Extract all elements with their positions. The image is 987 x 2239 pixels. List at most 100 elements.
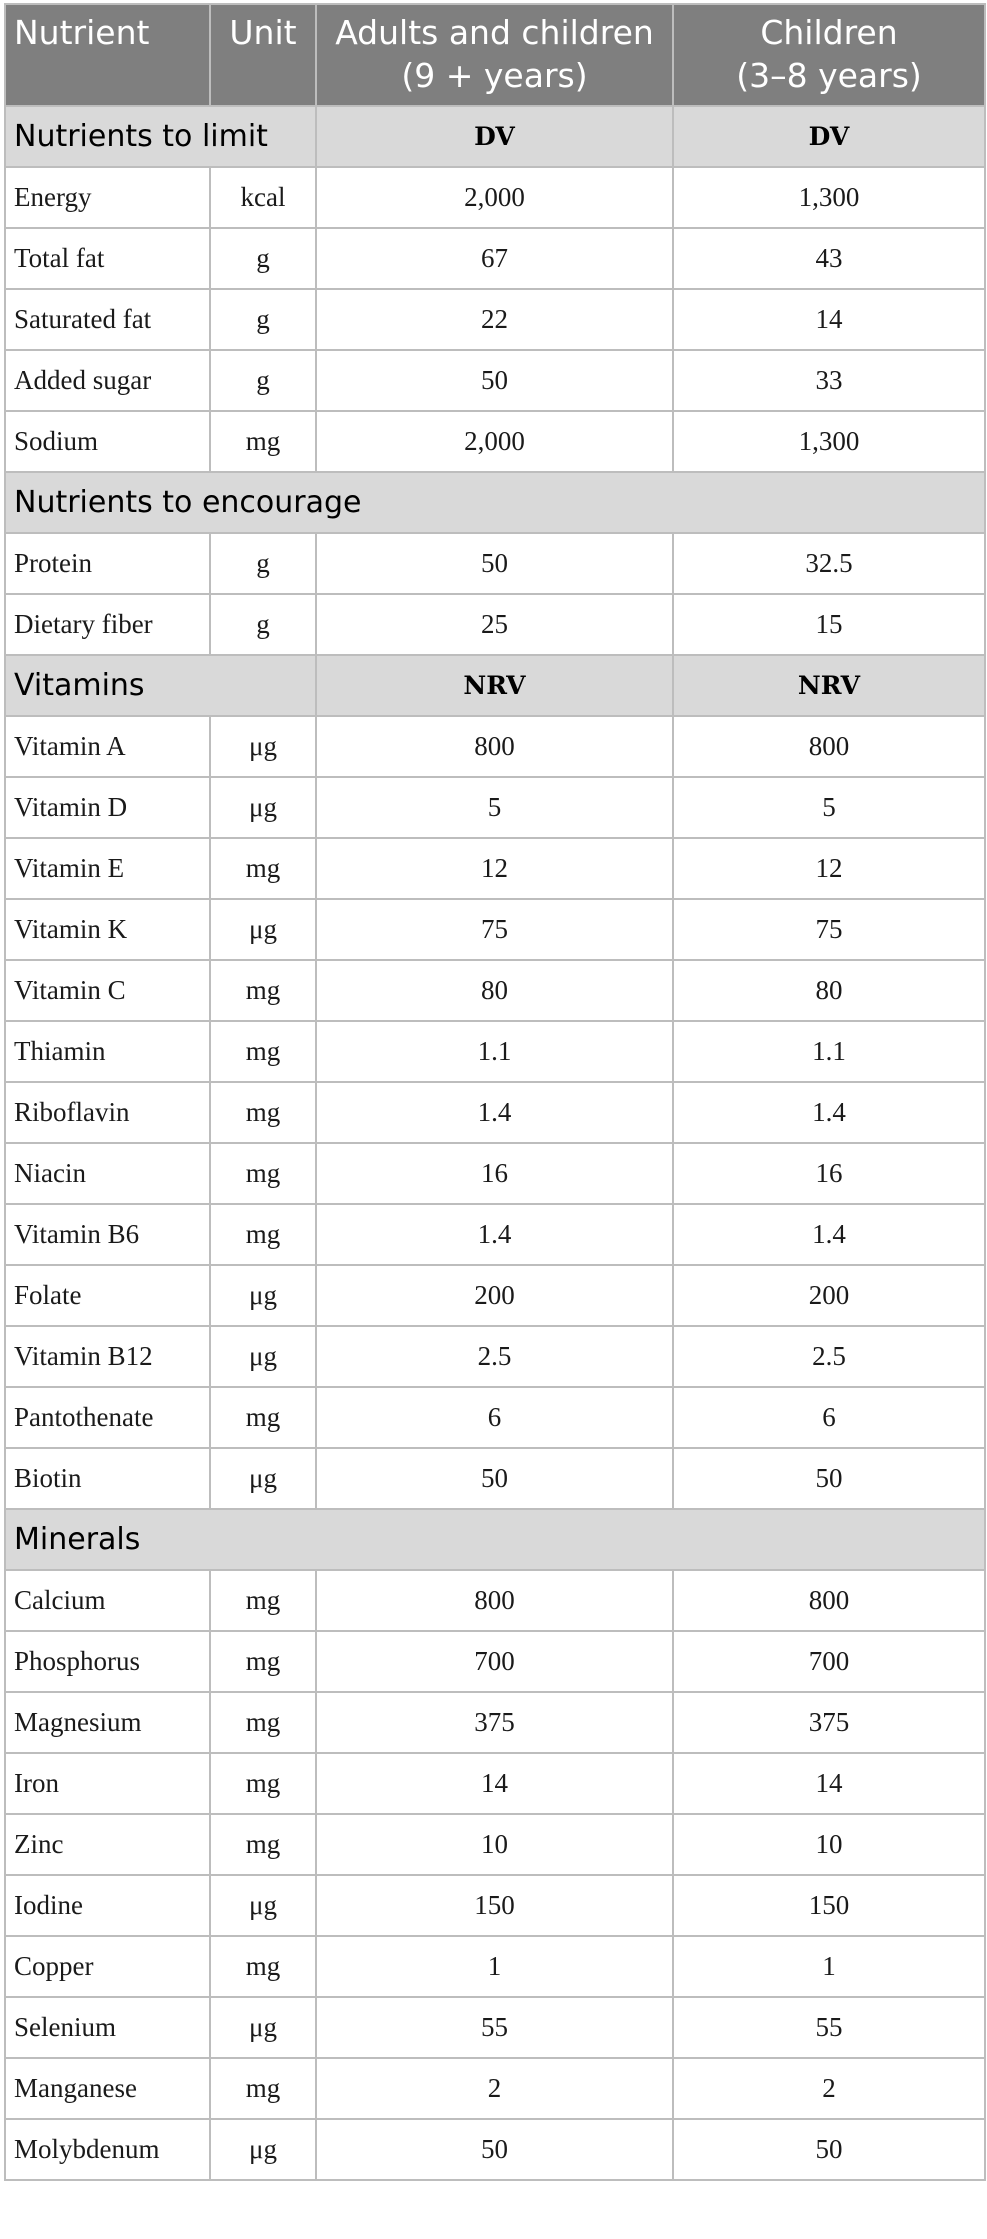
children-value-cell: 15 xyxy=(672,593,986,656)
nutrient-name-cell: Vitamin C xyxy=(4,959,211,1022)
unit-cell: mg xyxy=(209,1569,317,1632)
table-row: Biotin μg 50 50 xyxy=(4,1447,986,1510)
adults-value-cell: 2,000 xyxy=(315,410,674,473)
section-title: Nutrients to encourage xyxy=(4,471,986,534)
children-value-cell: 50 xyxy=(672,2118,986,2181)
header-adults-line1: Adults and children xyxy=(335,13,654,52)
table-row: Iodine μg 150 150 xyxy=(4,1874,986,1937)
unit-cell: mg xyxy=(209,1691,317,1754)
nutrient-name-cell: Iron xyxy=(4,1752,211,1815)
children-value-cell: 2.5 xyxy=(672,1325,986,1388)
unit-cell: kcal xyxy=(209,166,317,229)
unit-cell: mg xyxy=(209,1935,317,1998)
adults-value-cell: 55 xyxy=(315,1996,674,2059)
adults-value-cell: 80 xyxy=(315,959,674,1022)
nutrient-name-cell: Total fat xyxy=(4,227,211,290)
adults-value-cell: 1.4 xyxy=(315,1081,674,1144)
nutrient-name-cell: Magnesium xyxy=(4,1691,211,1754)
unit-cell: mg xyxy=(209,1081,317,1144)
adults-value-cell: 14 xyxy=(315,1752,674,1815)
header-children-line1: Children xyxy=(760,13,898,52)
nutrient-name-cell: Added sugar xyxy=(4,349,211,412)
adults-value-cell: 50 xyxy=(315,349,674,412)
unit-cell: mg xyxy=(209,1203,317,1266)
table-row: Zinc mg 10 10 xyxy=(4,1813,986,1876)
table-body: Nutrients to limit DV DV Energy kcal 2,000 1,3… xyxy=(4,105,986,2181)
nutrient-name-cell: Vitamin A xyxy=(4,715,211,778)
unit-cell: mg xyxy=(209,1386,317,1449)
children-value-cell: 1.4 xyxy=(672,1203,986,1266)
nutrient-name-cell: Vitamin E xyxy=(4,837,211,900)
adults-value-cell: 375 xyxy=(315,1691,674,1754)
adults-value-cell: 50 xyxy=(315,532,674,595)
nutrient-name-cell: Phosphorus xyxy=(4,1630,211,1693)
adults-value-cell: 50 xyxy=(315,2118,674,2181)
children-value-cell: 1,300 xyxy=(672,410,986,473)
section-header-row: Vitamins NRV NRV xyxy=(4,654,986,717)
nutrient-name-cell: Pantothenate xyxy=(4,1386,211,1449)
nutrient-name-cell: Sodium xyxy=(4,410,211,473)
nutrient-name-cell: Manganese xyxy=(4,2057,211,2120)
unit-cell: mg xyxy=(209,1142,317,1205)
section-title: Minerals xyxy=(4,1508,986,1571)
nutrient-name-cell: Folate xyxy=(4,1264,211,1327)
children-value-cell: 12 xyxy=(672,837,986,900)
nutrient-name-cell: Niacin xyxy=(4,1142,211,1205)
adults-value-cell: 2.5 xyxy=(315,1325,674,1388)
children-value-cell: 375 xyxy=(672,1691,986,1754)
nutrient-reference-table: Nutrient Unit Adults and children (9 + y… xyxy=(4,3,986,2181)
table-row: Magnesium mg 375 375 xyxy=(4,1691,986,1754)
table-row: Protein g 50 32.5 xyxy=(4,532,986,595)
unit-cell: g xyxy=(209,227,317,290)
unit-cell: mg xyxy=(209,2057,317,2120)
nutrient-name-cell: Saturated fat xyxy=(4,288,211,351)
unit-cell: μg xyxy=(209,715,317,778)
table-row: Calcium mg 800 800 xyxy=(4,1569,986,1632)
section-value-type-children: DV xyxy=(672,105,986,168)
unit-cell: mg xyxy=(209,410,317,473)
header-unit: Unit xyxy=(209,3,317,107)
adults-value-cell: 2 xyxy=(315,2057,674,2120)
header-children-line2: (3–8 years) xyxy=(736,56,922,95)
children-value-cell: 1.4 xyxy=(672,1081,986,1144)
nutrient-name-cell: Molybdenum xyxy=(4,2118,211,2181)
table-row: Phosphorus mg 700 700 xyxy=(4,1630,986,1693)
table-row: Vitamin B6 mg 1.4 1.4 xyxy=(4,1203,986,1266)
adults-value-cell: 6 xyxy=(315,1386,674,1449)
children-value-cell: 1,300 xyxy=(672,166,986,229)
nutrient-name-cell: Vitamin B12 xyxy=(4,1325,211,1388)
adults-value-cell: 50 xyxy=(315,1447,674,1510)
adults-value-cell: 150 xyxy=(315,1874,674,1937)
table-row: Copper mg 1 1 xyxy=(4,1935,986,1998)
section-value-type-adults: DV xyxy=(315,105,674,168)
section-header-row: Nutrients to limit DV DV xyxy=(4,105,986,168)
table-row: Niacin mg 16 16 xyxy=(4,1142,986,1205)
children-value-cell: 32.5 xyxy=(672,532,986,595)
table-row: Selenium μg 55 55 xyxy=(4,1996,986,2059)
header-adults: Adults and children (9 + years) xyxy=(315,3,674,107)
table-row: Riboflavin mg 1.4 1.4 xyxy=(4,1081,986,1144)
children-value-cell: 80 xyxy=(672,959,986,1022)
unit-cell: g xyxy=(209,288,317,351)
adults-value-cell: 10 xyxy=(315,1813,674,1876)
table-header: Nutrient Unit Adults and children (9 + y… xyxy=(4,3,986,107)
children-value-cell: 55 xyxy=(672,1996,986,2059)
table-row: Saturated fat g 22 14 xyxy=(4,288,986,351)
adults-value-cell: 12 xyxy=(315,837,674,900)
header-adults-line2: (9 + years) xyxy=(401,56,588,95)
children-value-cell: 43 xyxy=(672,227,986,290)
table-row: Thiamin mg 1.1 1.1 xyxy=(4,1020,986,1083)
unit-cell: mg xyxy=(209,1630,317,1693)
table-row: Vitamin B12 μg 2.5 2.5 xyxy=(4,1325,986,1388)
table-row: Dietary fiber g 25 15 xyxy=(4,593,986,656)
section-value-type-adults: NRV xyxy=(315,654,674,717)
children-value-cell: 50 xyxy=(672,1447,986,1510)
nutrient-name-cell: Biotin xyxy=(4,1447,211,1510)
unit-cell: μg xyxy=(209,1996,317,2059)
children-value-cell: 16 xyxy=(672,1142,986,1205)
nutrient-name-cell: Copper xyxy=(4,1935,211,1998)
nutrient-name-cell: Vitamin K xyxy=(4,898,211,961)
